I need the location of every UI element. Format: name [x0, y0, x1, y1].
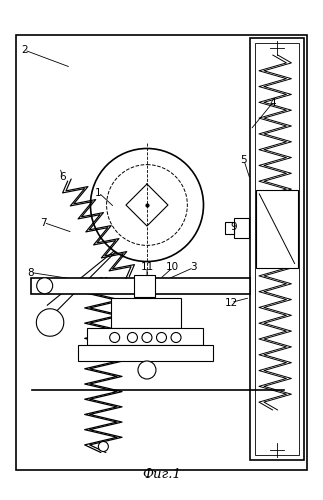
- Circle shape: [171, 332, 181, 342]
- Text: 7: 7: [40, 218, 47, 228]
- Circle shape: [157, 332, 166, 342]
- Text: 8: 8: [27, 268, 34, 278]
- Text: 12: 12: [224, 298, 238, 308]
- Text: 2: 2: [21, 45, 27, 55]
- Text: 1: 1: [95, 188, 102, 198]
- Bar: [31, 278, 250, 294]
- Text: 10: 10: [166, 262, 179, 272]
- Bar: [255, 42, 299, 455]
- Bar: [16, 35, 307, 470]
- Circle shape: [138, 361, 156, 379]
- Text: Фиг.1: Фиг.1: [142, 468, 181, 481]
- Text: 5: 5: [241, 155, 247, 165]
- Circle shape: [99, 442, 108, 452]
- Text: 9: 9: [231, 222, 237, 232]
- Bar: [78, 345, 213, 361]
- Circle shape: [37, 278, 53, 293]
- Text: 6: 6: [60, 172, 66, 182]
- Bar: [234, 218, 249, 238]
- Circle shape: [90, 148, 203, 262]
- Bar: [250, 38, 304, 460]
- Circle shape: [128, 332, 137, 342]
- Text: 3: 3: [191, 262, 197, 272]
- Bar: [225, 222, 234, 234]
- Bar: [256, 190, 297, 268]
- Text: 4: 4: [270, 98, 276, 108]
- Circle shape: [110, 332, 120, 342]
- Circle shape: [142, 332, 152, 342]
- Bar: [134, 274, 155, 297]
- Bar: [87, 328, 203, 345]
- Bar: [111, 298, 181, 328]
- Ellipse shape: [36, 309, 64, 336]
- Text: 11: 11: [140, 262, 154, 272]
